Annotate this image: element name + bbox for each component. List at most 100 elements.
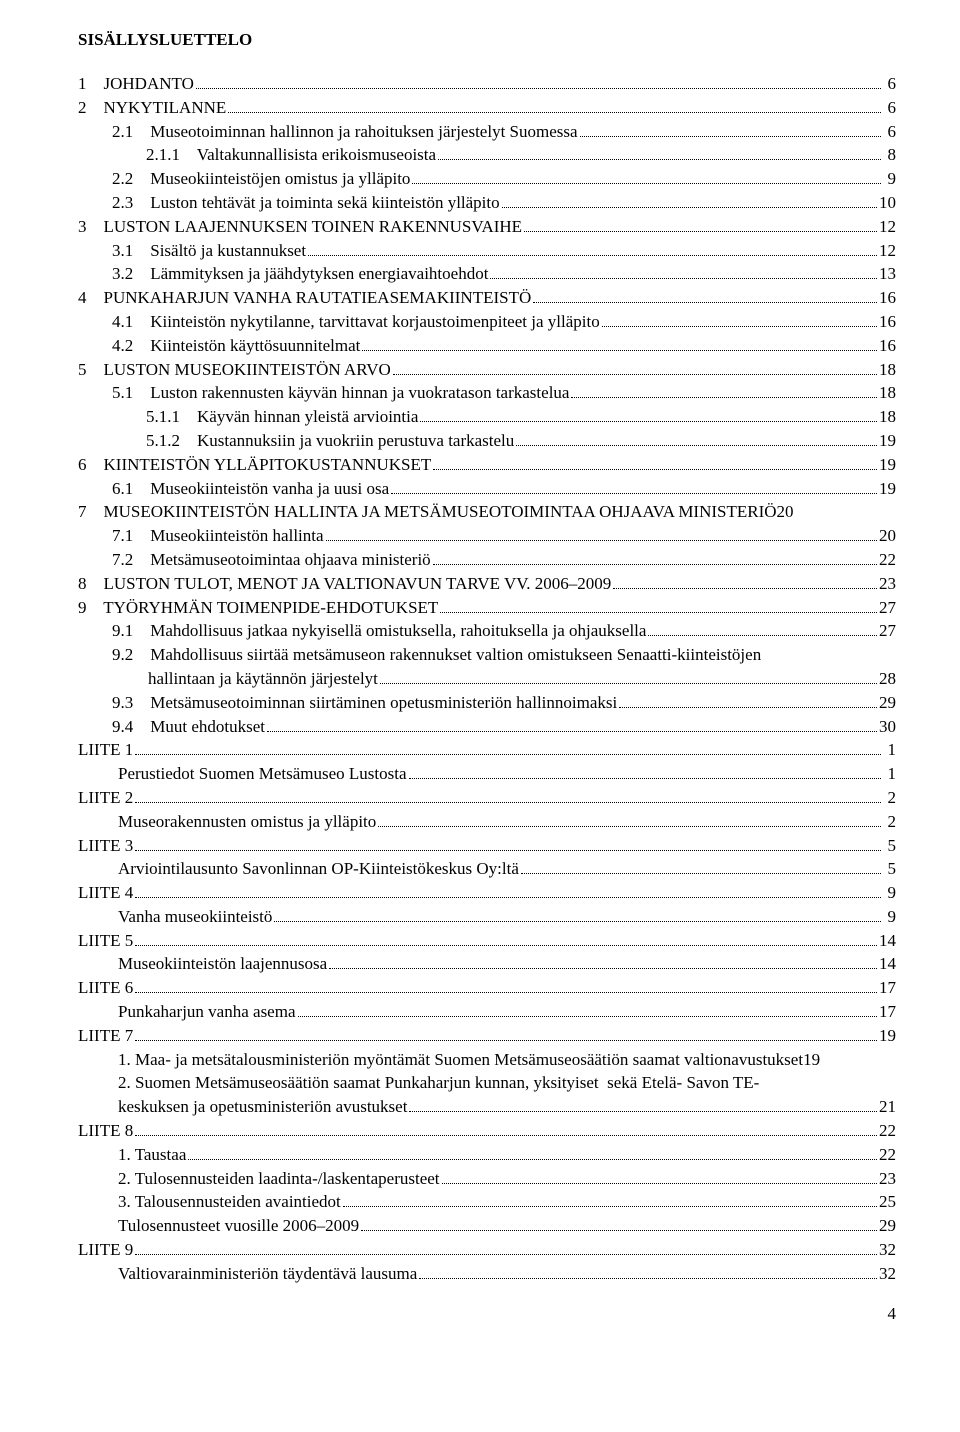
toc-leader-dots <box>420 421 877 422</box>
page-number: 4 <box>78 1304 896 1324</box>
toc-entry-page: 14 <box>879 952 896 976</box>
toc-entry-page: 16 <box>879 334 896 358</box>
toc-leader-dots <box>343 1206 877 1207</box>
toc-entry: LIITE 6 17 <box>78 976 896 1000</box>
toc-leader-dots <box>419 1278 877 1279</box>
toc-entry-text: 6 KIINTEISTÖN YLLÄPITOKUSTANNUKSET <box>78 453 431 477</box>
toc-entry: LIITE 1 1 <box>78 738 896 762</box>
toc-leader-dots <box>135 897 881 898</box>
toc-entry: 1. Taustaa 22 <box>78 1143 896 1167</box>
toc-entry-text: 1. Taustaa <box>78 1143 186 1167</box>
toc-entry-text: LIITE 7 <box>78 1024 133 1048</box>
toc-entry: 2.1 Museotoiminnan hallinnon ja rahoituk… <box>78 120 896 144</box>
toc-entry: hallintaan ja käytännön järjestelyt28 <box>78 667 896 691</box>
toc-entry-text: 1 JOHDANTO <box>78 72 194 96</box>
toc-entry-page: 17 <box>879 976 896 1000</box>
toc-entry-text: 7.2 Metsämuseotoimintaa ohjaava minister… <box>78 548 431 572</box>
toc-entry: 3.1 Sisältö ja kustannukset 12 <box>78 239 896 263</box>
doc-title: SISÄLLYSLUETTELO <box>78 30 896 50</box>
toc-leader-dots <box>378 826 881 827</box>
toc-entry: 7.2 Metsämuseotoimintaa ohjaava minister… <box>78 548 896 572</box>
toc-entry-text: LIITE 6 <box>78 976 133 1000</box>
toc-entry-page: 32 <box>879 1238 896 1262</box>
toc-entry: LIITE 4 9 <box>78 881 896 905</box>
toc-entry-text: 3.1 Sisältö ja kustannukset <box>78 239 306 263</box>
toc-leader-dots <box>580 136 882 137</box>
toc-entry: LIITE 5 14 <box>78 929 896 953</box>
toc-entry: LIITE 3 5 <box>78 834 896 858</box>
toc-entry-page: 22 <box>879 1143 896 1167</box>
toc-entry-text: Arviointilausunto Savonlinnan OP-Kiintei… <box>78 857 519 881</box>
toc-entry: 5.1.2 Kustannuksiin ja vuokriin perustuv… <box>78 429 896 453</box>
toc-entry: LIITE 2 2 <box>78 786 896 810</box>
toc-entry-text: 2.1.1 Valtakunnallisista erikoismuseoist… <box>78 143 436 167</box>
toc-entry: 5 LUSTON MUSEOKIINTEISTÖN ARVO18 <box>78 358 896 382</box>
toc-leader-dots <box>274 921 881 922</box>
toc-entry: 3. Talousennusteiden avaintiedot25 <box>78 1190 896 1214</box>
toc-entry-page: 18 <box>879 381 896 405</box>
toc-leader-dots <box>533 302 877 303</box>
toc-entry-text: 2.3 Luston tehtävät ja toiminta sekä kii… <box>78 191 500 215</box>
toc-leader-dots <box>409 778 882 779</box>
toc-entry-page: 13 <box>879 262 896 286</box>
toc-leader-dots <box>602 326 877 327</box>
toc-entry: 2.1.1 Valtakunnallisista erikoismuseoist… <box>78 143 896 167</box>
toc-entry-page: 10 <box>879 191 896 215</box>
toc-entry-text: 7 MUSEOKIINTEISTÖN HALLINTA JA METSÄMUSE… <box>78 500 777 524</box>
toc-entry: Vanha museokiinteistö 9 <box>78 905 896 929</box>
toc-entry: 4 PUNKAHARJUN VANHA RAUTATIEASEMAKIINTEI… <box>78 286 896 310</box>
toc-leader-dots <box>619 707 877 708</box>
toc-leader-dots <box>521 873 881 874</box>
toc-entry-page: 6 <box>883 96 896 120</box>
toc-entry-text: 2.2 Museokiinteistöjen omistus ja ylläpi… <box>78 167 410 191</box>
toc-entry: LIITE 9 32 <box>78 1238 896 1262</box>
toc-leader-dots <box>135 992 877 993</box>
toc-entry-text: 5.1.1 Käyvän hinnan yleistä arviointia <box>78 405 418 429</box>
toc-entry-text: 4.2 Kiinteistön käyttösuunnitelmat <box>78 334 360 358</box>
toc-entry-text: 9 TYÖRYHMÄN TOIMENPIDE-EHDOTUKSET <box>78 596 438 620</box>
toc-entry-page: 5 <box>883 834 896 858</box>
toc-leader-dots <box>571 397 877 398</box>
toc-entry-text: Museokiinteistön laajennusosa <box>78 952 327 976</box>
toc-entry-text: LIITE 9 <box>78 1238 133 1262</box>
toc-leader-dots <box>516 445 877 446</box>
toc-entry: 9.2 Mahdollisuus siirtää metsämuseon rak… <box>78 643 896 667</box>
toc-leader-dots <box>490 278 877 279</box>
toc-entry-page: 9 <box>883 881 896 905</box>
toc-entry-page: 16 <box>879 286 896 310</box>
toc-entry-page: 29 <box>879 691 896 715</box>
toc-entry-page: 16 <box>879 310 896 334</box>
toc-entry-text: LIITE 5 <box>78 929 133 953</box>
toc-entry-page: 12 <box>879 239 896 263</box>
toc-leader-dots <box>412 183 881 184</box>
toc-entry: 3 LUSTON LAAJENNUKSEN TOINEN RAKENNUSVAI… <box>78 215 896 239</box>
toc-leader-dots <box>393 374 877 375</box>
toc-entry-text: 2.1 Museotoiminnan hallinnon ja rahoituk… <box>78 120 578 144</box>
toc-entry-page: 2 <box>883 786 896 810</box>
toc-entry-page: 6 <box>883 72 896 96</box>
toc-entry-page: 6 <box>883 120 896 144</box>
toc-entry-text: 4.1 Kiinteistön nykytilanne, tarvittavat… <box>78 310 600 334</box>
toc-entry: 7 MUSEOKIINTEISTÖN HALLINTA JA METSÄMUSE… <box>78 500 896 524</box>
toc-leader-dots <box>267 731 877 732</box>
toc-entry-text: Tulosennusteet vuosille 2006–2009 <box>78 1214 359 1238</box>
toc-leader-dots <box>135 1135 877 1136</box>
toc-entry: 3.2 Lämmityksen ja jäähdytyksen energiav… <box>78 262 896 286</box>
toc-entry-page: 28 <box>879 667 896 691</box>
toc-entry-page: 27 <box>879 596 896 620</box>
toc-entry-page: 1 <box>883 738 896 762</box>
table-of-contents: 1 JOHDANTO 62 NYKYTILANNE 62.1 Museotoim… <box>78 72 896 1286</box>
toc-entry-text: 1. Maa- ja metsätalousministeriön myöntä… <box>78 1048 803 1072</box>
toc-entry: 7.1 Museokiinteistön hallinta20 <box>78 524 896 548</box>
toc-entry-page: 14 <box>879 929 896 953</box>
toc-leader-dots <box>188 1159 877 1160</box>
toc-entry-page: 22 <box>879 1119 896 1143</box>
toc-leader-dots <box>613 588 877 589</box>
toc-entry: keskuksen ja opetusministeriön avustukse… <box>78 1095 896 1119</box>
toc-entry: 1. Maa- ja metsätalousministeriön myöntä… <box>78 1048 896 1072</box>
toc-entry: Valtiovarainministeriön täydentävä lausu… <box>78 1262 896 1286</box>
toc-leader-dots <box>442 1183 877 1184</box>
toc-leader-dots <box>196 88 881 89</box>
toc-leader-dots <box>362 350 877 351</box>
toc-entry-page: 22 <box>879 548 896 572</box>
